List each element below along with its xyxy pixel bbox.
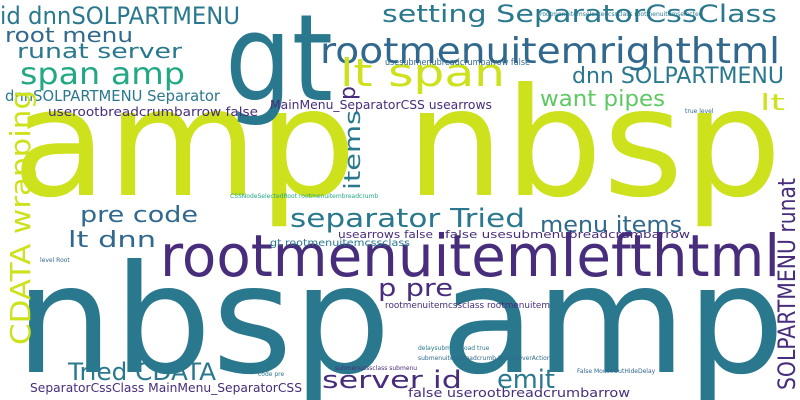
word: menu items	[540, 213, 682, 238]
word: delaysubmenuload true	[418, 345, 490, 352]
word: MainMenu_SeparatorCSS usearrows	[270, 98, 492, 112]
word: level Root	[40, 257, 70, 264]
word: CDATA wrapping	[4, 90, 37, 345]
word: userootbreadcrumbarrow false	[48, 105, 258, 119]
word: usearrows false	[338, 228, 433, 241]
word: amp nbsp	[12, 57, 782, 231]
word: rootmenuitemlefthtml	[160, 222, 780, 290]
word: runat server	[17, 39, 183, 63]
word: false usesubmenubreadcrumbarrow	[445, 228, 690, 241]
word: id dnnSOLPARTMENU	[0, 2, 240, 30]
word: rootmenuitemrighthtml	[320, 31, 780, 72]
word: nbsp amp	[15, 234, 785, 400]
word: usesubmenubreadcrumbarrow false	[385, 58, 530, 68]
word: Tried CDATA	[67, 358, 217, 386]
word: want pipes	[540, 87, 665, 112]
word: SeparatorCssClass MainMenu_SeparatorCSS	[30, 381, 302, 395]
word: CSSNodeSelectedRoot rootmenuitembreadcru…	[230, 193, 378, 200]
word: p	[336, 86, 361, 100]
word: rootmenuitemcssclass rootmenuitem	[385, 301, 550, 311]
word: lt	[760, 91, 786, 116]
word: SOLPARTMENU runat	[773, 178, 800, 390]
word: lt span	[340, 51, 505, 95]
word: submenucssclass submenu	[335, 365, 417, 372]
word: False MouseOutHideDelay	[577, 368, 656, 375]
word: rootmenuitemselectedcssclass rootmenuite…	[540, 11, 703, 18]
word: false userootbreadcrumbarrow	[408, 386, 630, 400]
word: root menu	[5, 23, 133, 47]
word: submenuitembreadcrumb MouseOverAction	[418, 355, 551, 362]
word: gt	[225, 0, 333, 129]
word: dnnSOLPARTMENU Separator	[5, 87, 221, 105]
word: separator Tried	[290, 204, 525, 234]
word: p pre	[378, 274, 453, 302]
word: code pre	[258, 371, 285, 378]
word: true level	[685, 108, 714, 115]
word: span amp	[20, 57, 185, 92]
word: items	[341, 110, 366, 190]
word: dnn SOLPARTMENU	[572, 64, 784, 89]
word: pre code	[80, 203, 198, 228]
word: gt rootmenuitemcssclass	[270, 238, 410, 249]
word: lt dnn	[68, 228, 156, 253]
word: setting SeparatorCssClass	[382, 0, 777, 28]
word: server id	[322, 366, 462, 394]
word: emit	[497, 365, 555, 395]
